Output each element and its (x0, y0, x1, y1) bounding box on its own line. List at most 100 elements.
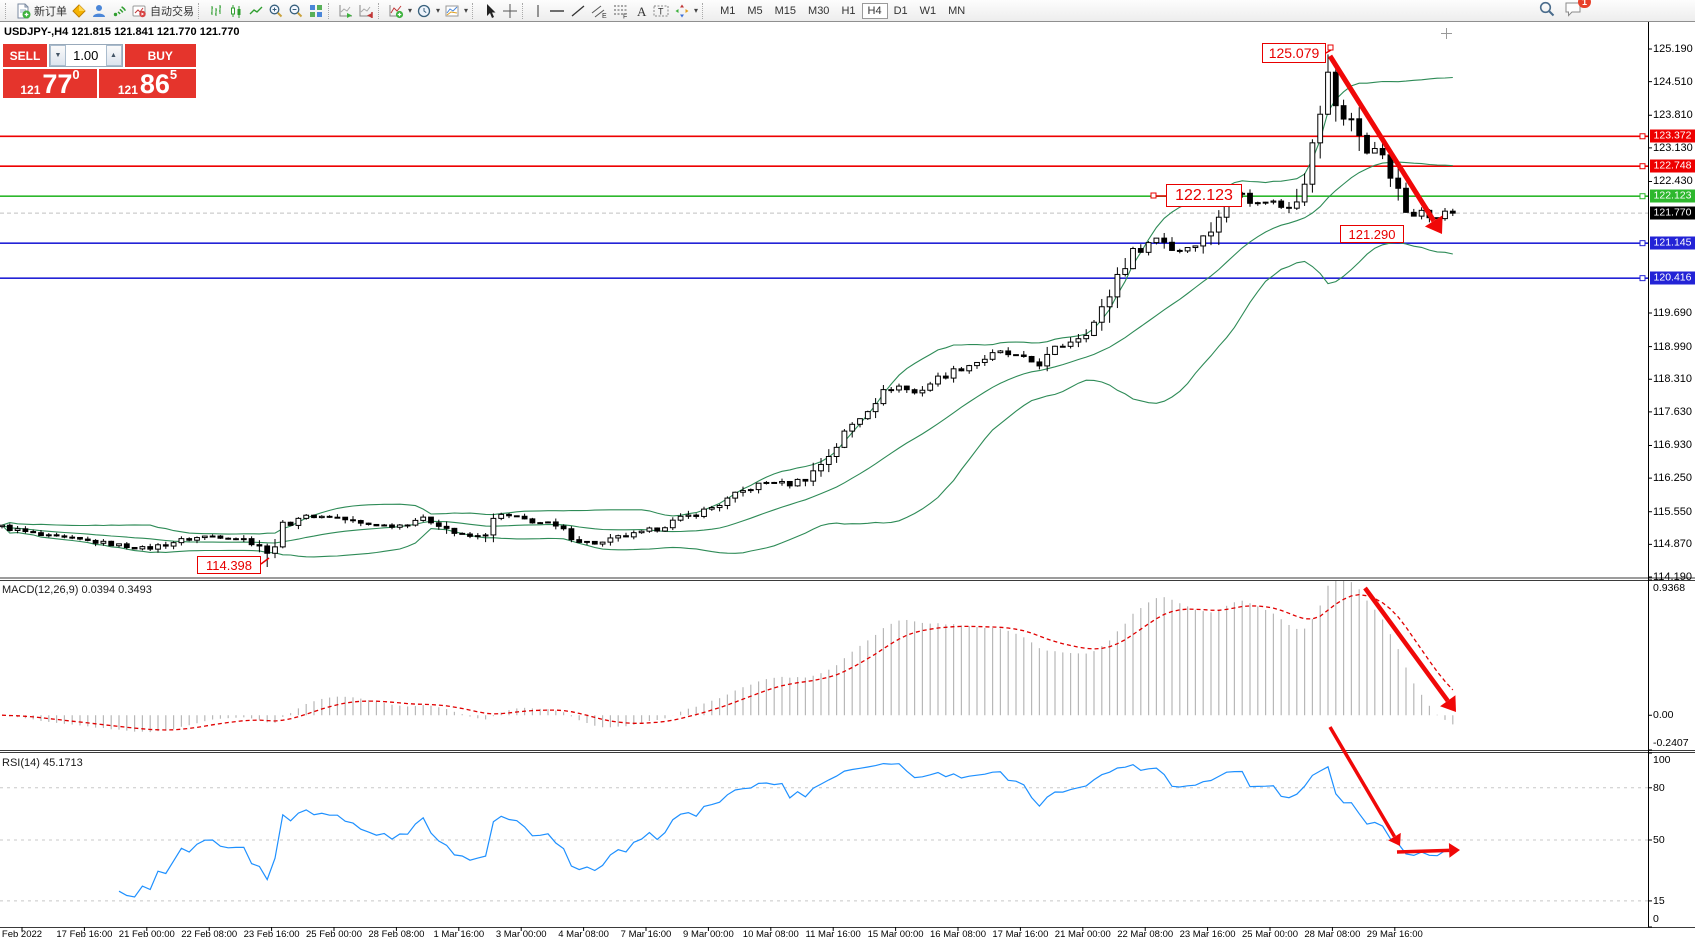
timeframe-m1[interactable]: M1 (720, 4, 736, 17)
tile-windows-icon (308, 3, 324, 19)
search-icon[interactable] (1538, 0, 1556, 21)
toolbar-grip (198, 2, 203, 19)
vertical-line-tool[interactable] (530, 0, 546, 21)
auto-scroll-button[interactable] (336, 0, 356, 21)
templates-dropdown[interactable]: ▾ (442, 0, 470, 21)
chart-shift-button[interactable] (356, 0, 376, 21)
svg-text:A: A (637, 4, 647, 19)
new-order-icon (15, 3, 31, 19)
bar-chart-icon (208, 3, 224, 19)
channel-icon: E (590, 3, 608, 19)
sell-price-big: 77 (42, 69, 73, 99)
buy-price-display[interactable]: 121 86 5 (99, 67, 196, 99)
timeframe-h1[interactable]: H1 (841, 4, 856, 17)
buy-price-sup: 5 (169, 67, 178, 82)
person-icon (91, 3, 107, 19)
buy-button[interactable]: BUY (124, 44, 196, 67)
signal-icon (111, 3, 127, 19)
chart-shift-icon (358, 3, 374, 19)
timeframe-h4[interactable]: H4 (861, 2, 888, 19)
chevron-down-icon: ▾ (436, 6, 441, 15)
new-order-button[interactable]: 新订单 (13, 0, 69, 21)
volume-control: ▼ 1.00 ▲ (49, 44, 123, 67)
svg-text:E: E (602, 13, 607, 19)
chevron-down-icon: ▾ (408, 6, 413, 15)
chevron-down-icon: ▾ (694, 6, 699, 15)
sell-price-prefix: 121 (20, 83, 41, 97)
bar-chart-mode-button[interactable] (206, 0, 226, 21)
chat-bubble-icon (1564, 2, 1584, 21)
arrows-icon (674, 3, 690, 19)
candlestick-mode-button[interactable] (226, 0, 246, 21)
channel-tool[interactable]: E (588, 0, 610, 21)
crosshair-icon (502, 3, 518, 19)
timeframe-m5[interactable]: M5 (747, 4, 763, 17)
chart-title: USDJPY-,H4 121.815 121.841 121.770 121.7… (4, 26, 240, 38)
svg-text:F: F (623, 13, 627, 19)
community-button[interactable] (89, 0, 109, 21)
toolbar-grip (702, 2, 707, 19)
toolbar-grip (378, 2, 383, 19)
toolbar-grip (5, 2, 10, 19)
text-tool[interactable]: A (632, 0, 650, 21)
signal-button[interactable] (109, 0, 129, 21)
sell-price-sup: 0 (72, 67, 80, 82)
text-label-tool[interactable]: T (650, 0, 672, 21)
indicators-icon (388, 3, 404, 19)
one-click-panel: SELL ▼ 1.00 ▲ BUY 121 77 0 121 86 5 (3, 44, 196, 98)
auto-scroll-icon (338, 3, 354, 19)
timeframe-m15[interactable]: M15 (774, 4, 797, 17)
notification-badge: 1 (1577, 0, 1591, 8)
auto-trading-icon (131, 3, 147, 19)
periods-dropdown[interactable]: ▾ (414, 0, 442, 21)
cursor-button[interactable] (480, 0, 500, 21)
indicators-dropdown[interactable]: ▾ (386, 0, 414, 21)
line-chart-icon (248, 3, 264, 19)
fibonacci-icon: F (612, 3, 630, 19)
toolbar-grip (472, 2, 477, 19)
sell-button[interactable]: SELL (3, 44, 47, 67)
new-order-label: 新订单 (34, 5, 67, 18)
zoom-in-button[interactable] (266, 0, 286, 21)
svg-text:T: T (658, 6, 664, 16)
volume-increase-button[interactable]: ▲ (105, 45, 122, 66)
buy-price-big: 86 (139, 69, 170, 99)
horizontal-line-tool[interactable] (546, 0, 568, 21)
cursor-arrow-icon (482, 3, 498, 19)
zoom-out-icon (288, 3, 304, 19)
chevron-down-icon: ▾ (464, 6, 469, 15)
gold-diamond-icon (71, 3, 87, 19)
sell-price-display[interactable]: 121 77 0 (3, 67, 97, 99)
arrows-dropdown[interactable]: ▾ (672, 0, 700, 21)
buy-price-prefix: 121 (117, 83, 138, 97)
vertical-line-icon (532, 3, 544, 19)
auto-trading-button[interactable]: 自动交易 (129, 0, 196, 21)
timeframe-mn[interactable]: MN (948, 4, 966, 17)
toolbar: 新订单 自动交易 ▾ ▾ (0, 0, 1695, 22)
zoom-in-icon (268, 3, 284, 19)
volume-input[interactable]: 1.00 (73, 48, 99, 63)
timeframe-d1[interactable]: D1 (893, 4, 908, 17)
fibonacci-tool[interactable]: F (610, 0, 632, 21)
volume-decrease-button[interactable]: ▼ (50, 45, 66, 66)
gold-button[interactable] (69, 0, 89, 21)
clock-icon (416, 3, 432, 19)
trendline-icon (570, 3, 586, 19)
toolbar-grip (522, 2, 527, 19)
candlestick-icon (228, 3, 244, 19)
tile-windows-button[interactable] (306, 0, 326, 21)
line-chart-mode-button[interactable] (246, 0, 266, 21)
trendline-tool[interactable] (568, 0, 588, 21)
label-t-icon: T (652, 3, 670, 19)
timeframe-group: M1 M5 M15 M30 H1 H4 D1 W1 MN (714, 2, 971, 19)
object-anchor-cross (1441, 28, 1452, 39)
template-icon (444, 3, 460, 19)
auto-trading-label: 自动交易 (150, 5, 194, 18)
timeframe-w1[interactable]: W1 (919, 4, 937, 17)
zoom-out-button[interactable] (286, 0, 306, 21)
chat-button[interactable]: 1 (1564, 0, 1591, 21)
toolbar-grip (328, 2, 333, 19)
crosshair-button[interactable] (500, 0, 520, 21)
timeframe-m30[interactable]: M30 (808, 4, 830, 17)
